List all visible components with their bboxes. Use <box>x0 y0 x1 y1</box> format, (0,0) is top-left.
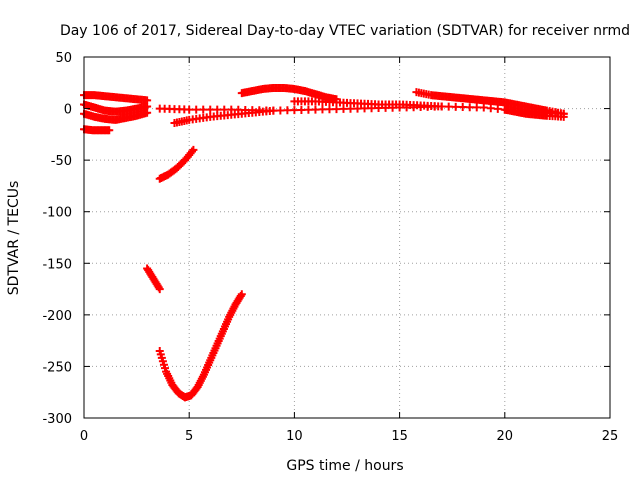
series-3 <box>80 108 152 124</box>
x-tick-label: 5 <box>185 429 193 444</box>
data-point <box>269 106 278 115</box>
x-tick-label: 10 <box>286 429 303 444</box>
y-axis-label: SDTVAR / TECUs <box>6 181 22 296</box>
y-tick-label: -150 <box>42 257 72 272</box>
data-point <box>486 104 495 113</box>
y-tick-label: 50 <box>55 51 72 66</box>
y-tick-label: 0 <box>64 103 72 118</box>
data-point <box>479 103 488 112</box>
data-point <box>276 106 285 115</box>
data-point <box>444 102 453 111</box>
axis-ticks: 0 5 10 15 20 25 -300 -250 -200 -150 -100 -50 0 50 <box>42 51 618 444</box>
data-point <box>189 145 198 154</box>
y-tick-label: -100 <box>42 206 72 221</box>
grid-lines <box>84 57 610 418</box>
data-point <box>465 103 474 112</box>
data-point <box>472 103 481 112</box>
data-point <box>283 106 292 115</box>
data-point <box>185 105 194 114</box>
data-points <box>80 83 568 402</box>
data-point <box>318 105 327 114</box>
data-point <box>493 104 502 113</box>
y-tick-label: -200 <box>42 309 72 324</box>
series-9 <box>170 106 278 128</box>
x-tick-label: 20 <box>497 429 514 444</box>
data-point <box>192 105 201 114</box>
series-13 <box>500 105 568 121</box>
data-point <box>199 105 208 114</box>
data-point <box>237 290 246 299</box>
series-6 <box>155 290 246 402</box>
data-point <box>304 105 313 114</box>
series-10 <box>237 83 341 104</box>
x-tick-label: 0 <box>80 429 88 444</box>
y-tick-label: -50 <box>51 154 72 169</box>
data-point <box>206 105 215 114</box>
series-4 <box>80 125 114 135</box>
data-point <box>458 103 467 112</box>
data-point <box>437 102 446 111</box>
x-tick-label: 25 <box>602 429 619 444</box>
data-point <box>332 105 341 114</box>
x-tick-label: 15 <box>391 429 408 444</box>
data-point <box>325 105 334 114</box>
data-point <box>559 112 568 121</box>
series-2 <box>80 100 152 116</box>
data-point <box>297 105 306 114</box>
x-axis-label: GPS time / hours <box>286 458 403 474</box>
y-tick-label: -300 <box>42 412 72 427</box>
series-12 <box>412 88 568 118</box>
series-11 <box>290 97 446 111</box>
series-7 <box>155 145 198 183</box>
data-point <box>311 105 320 114</box>
data-point <box>451 102 460 111</box>
y-tick-label: -250 <box>42 360 72 375</box>
series-5 <box>143 264 164 294</box>
data-point <box>143 108 152 117</box>
data-point <box>105 126 114 135</box>
chart-title: Day 106 of 2017, Sidereal Day-to-day VTE… <box>60 23 630 39</box>
data-point <box>290 106 299 115</box>
plot-frame <box>83 56 611 419</box>
data-point <box>155 285 164 294</box>
